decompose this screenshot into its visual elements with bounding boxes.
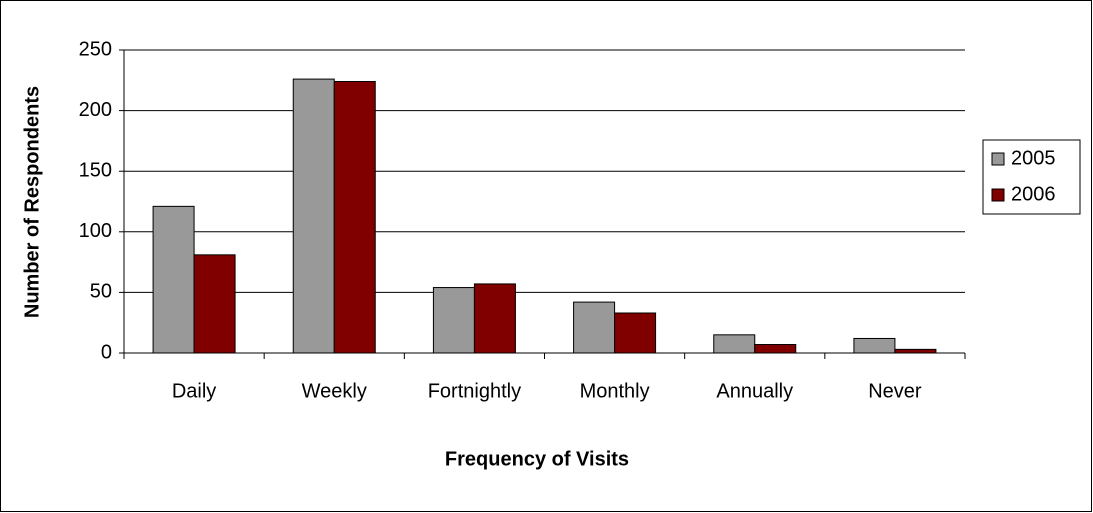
x-tick-label: Fortnightly <box>428 380 521 402</box>
y-axis-label: Number of Respondents <box>21 86 43 318</box>
y-tick-label: 100 <box>79 220 112 242</box>
x-tick-label: Never <box>868 380 922 402</box>
bar <box>292 78 335 354</box>
y-tick-label: 150 <box>79 159 112 181</box>
x-axis-label: Frequency of Visits <box>445 448 629 470</box>
x-tick-label: Daily <box>172 380 216 402</box>
x-tick-label: Monthly <box>580 380 650 402</box>
bar <box>193 254 236 354</box>
bar <box>333 81 376 354</box>
bar <box>894 348 937 354</box>
legend-box <box>982 139 1081 215</box>
bar <box>473 283 516 354</box>
y-tick-label: 250 <box>79 38 112 60</box>
x-tick-label: Weekly <box>302 380 367 402</box>
bar <box>713 334 756 354</box>
legend-swatch <box>991 152 1005 166</box>
bar <box>152 205 195 354</box>
bar <box>754 344 797 354</box>
legend-label: 2005 <box>1011 147 1056 169</box>
bar <box>853 337 896 354</box>
x-tick-label: Annually <box>716 380 793 402</box>
y-tick-label: 0 <box>101 341 112 363</box>
bar <box>614 312 657 354</box>
y-tick-label: 200 <box>79 99 112 121</box>
bar <box>432 287 475 354</box>
legend-swatch <box>991 188 1005 202</box>
y-tick-label: 50 <box>90 281 112 303</box>
legend-label: 2006 <box>1011 183 1056 205</box>
bar <box>573 301 616 354</box>
